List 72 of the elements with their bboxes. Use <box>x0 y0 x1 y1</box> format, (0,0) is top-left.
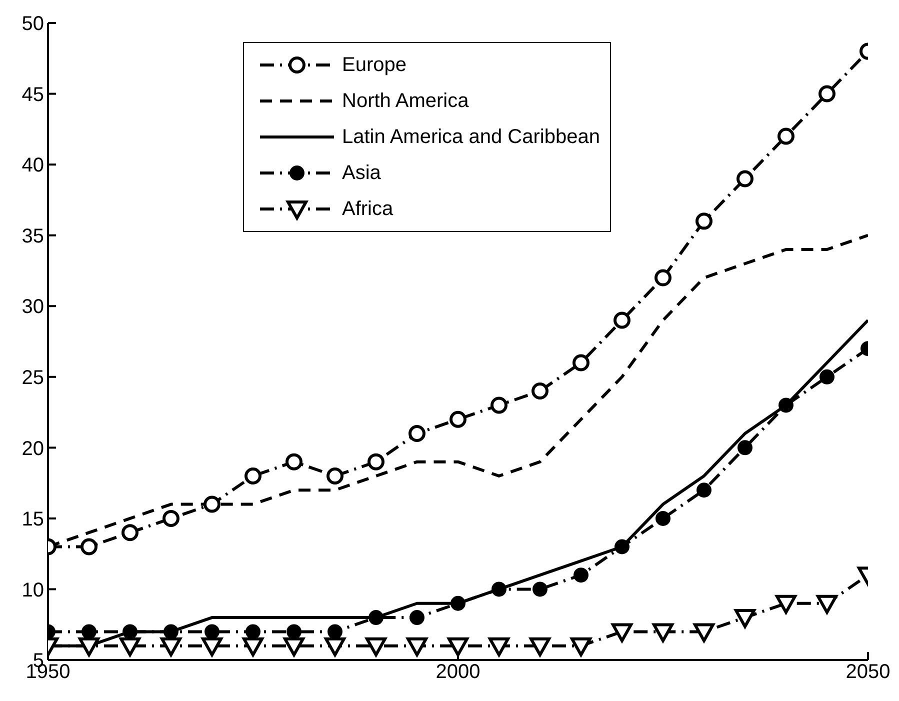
point <box>244 467 262 484</box>
point <box>530 637 550 656</box>
point <box>490 396 508 414</box>
point <box>776 594 796 614</box>
point <box>818 85 836 102</box>
point <box>164 624 178 640</box>
point <box>246 624 260 640</box>
point <box>328 624 342 640</box>
point <box>696 482 712 498</box>
point <box>492 582 506 597</box>
legend-label: Africa <box>342 198 394 220</box>
y-tick-label: 35 <box>22 225 44 248</box>
point <box>448 637 468 656</box>
point <box>654 269 672 286</box>
point <box>820 369 834 384</box>
point <box>284 637 304 656</box>
legend-label: North America <box>342 90 469 112</box>
y-tick-label: 50 <box>22 13 44 36</box>
point <box>410 610 424 626</box>
point <box>122 624 138 640</box>
legend-label: Europe <box>342 54 406 76</box>
point <box>82 624 96 640</box>
point <box>652 623 674 642</box>
point <box>532 582 548 597</box>
point <box>368 610 384 626</box>
point <box>368 453 384 470</box>
point <box>778 128 794 145</box>
point <box>734 609 756 628</box>
y-tick-label: 15 <box>22 508 44 531</box>
y-tick-label: 20 <box>22 438 44 460</box>
point <box>162 510 180 527</box>
point <box>614 312 630 329</box>
point <box>694 623 714 642</box>
y-tick-label: 45 <box>22 84 44 106</box>
y-tick-label: 25 <box>22 366 44 389</box>
point <box>816 594 838 614</box>
point <box>122 524 138 542</box>
point <box>570 637 592 656</box>
x-tick-label: 2000 <box>436 661 480 684</box>
point <box>572 354 590 372</box>
point <box>574 568 588 583</box>
point <box>778 398 794 413</box>
point <box>614 539 630 554</box>
point <box>488 637 510 656</box>
legend-label: Asia <box>342 162 381 184</box>
point <box>612 623 632 642</box>
point <box>160 637 182 656</box>
y-tick-label: 40 <box>22 154 44 177</box>
point <box>80 538 98 556</box>
y-tick-label: 10 <box>22 579 44 602</box>
point <box>408 425 426 442</box>
point <box>242 637 264 656</box>
point <box>204 624 220 640</box>
point <box>736 170 754 188</box>
point <box>738 440 752 456</box>
point <box>406 637 428 656</box>
point <box>326 467 344 484</box>
point <box>120 637 140 656</box>
point <box>450 410 466 428</box>
point <box>656 510 670 526</box>
point <box>204 496 220 513</box>
point <box>450 596 466 611</box>
point <box>696 212 712 230</box>
x-tick-label: 2050 <box>846 661 890 684</box>
point <box>286 624 302 640</box>
point <box>366 637 386 656</box>
point <box>286 453 302 470</box>
point <box>532 382 548 400</box>
y-tick-label: 30 <box>22 296 44 318</box>
point <box>202 637 222 656</box>
point <box>324 637 346 656</box>
legend-label: Latin America and Caribbean <box>342 126 600 148</box>
